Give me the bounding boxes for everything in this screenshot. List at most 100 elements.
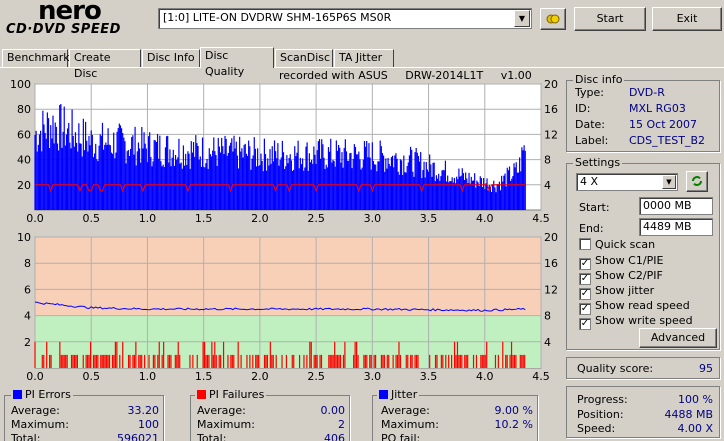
speed-select[interactable]: 4 X ▼ xyxy=(576,173,678,191)
end-field[interactable]: 4489 MB xyxy=(639,218,713,236)
pi-failure-line xyxy=(35,184,526,193)
disc-type-value: DVD-R xyxy=(629,86,665,99)
logo-brand: nero xyxy=(38,0,102,26)
x-tick-label: 1.5 xyxy=(195,370,213,383)
x-tick-label: 0.5 xyxy=(82,370,100,383)
recorded-with-firmware: v1.00 xyxy=(500,69,532,82)
speed-select-value: 4 X xyxy=(580,175,599,188)
x-tick-label: 3.0 xyxy=(364,370,382,383)
position-label: Position: xyxy=(577,408,624,421)
disc-type-label: Type: xyxy=(575,86,604,99)
pi-failures-max-value: 2 xyxy=(338,418,345,431)
jitter-avg-value: 9.00 % xyxy=(494,404,533,417)
pi-failures-avg-label: Average: xyxy=(197,404,246,417)
x-tick-label: 4.5 xyxy=(532,212,550,225)
x-tick-label: 4.0 xyxy=(476,370,494,383)
checkbox-check[interactable]: ✓ xyxy=(579,318,591,330)
jitter-swatch xyxy=(379,390,388,399)
exit-button[interactable]: Exit xyxy=(652,7,722,31)
show-c1-checkbox[interactable]: ✓ Show C1/PIE xyxy=(579,254,663,270)
disc-info-group: Disc info Type: DVD-R ID: MXL RG03 Date:… xyxy=(566,74,720,152)
jitter-chart-x-ticks: 0.0 0.5 1.0 1.5 2.0 2.5 3.0 3.5 4.0 4.5 xyxy=(26,370,550,383)
pi-errors-max-label: Maximum: xyxy=(11,418,69,431)
checkbox-box[interactable] xyxy=(579,238,591,250)
pi-failures-max-label: Maximum: xyxy=(197,418,255,431)
show-write-speed-checkbox[interactable]: ✓ Show write speed xyxy=(579,314,693,330)
settings-group: Settings 4 X ▼ Start: 0000 MB End: 4489 … xyxy=(566,157,720,350)
recorded-with-label: recorded with xyxy=(279,69,355,82)
pi-errors-total-value: 596021 xyxy=(117,432,159,441)
tab-disc-info[interactable]: Disc Info xyxy=(142,49,200,67)
tab-ta-jitter[interactable]: TA Jitter xyxy=(334,49,394,67)
y-left-tick-label: 6 xyxy=(24,283,31,296)
pi-errors-title: PI Errors xyxy=(11,389,73,401)
refresh-drive-button[interactable] xyxy=(540,8,566,30)
show-read-speed-label: Show read speed xyxy=(595,299,690,312)
show-read-speed-checkbox[interactable]: ✓ Show read speed xyxy=(579,299,690,315)
show-write-speed-label: Show write speed xyxy=(595,314,693,327)
x-tick-label: 2.0 xyxy=(251,370,269,383)
jitter-line xyxy=(34,301,526,312)
pi-failure-bars xyxy=(34,341,526,368)
settings-title: Settings xyxy=(573,156,623,169)
tab-disc-quality[interactable]: Disc Quality xyxy=(200,47,274,78)
disc-id-value: MXL RG03 xyxy=(629,102,686,115)
quality-score-box: Quality score: 95 xyxy=(566,357,720,379)
nero-logo: nero CD·DVD SPEED xyxy=(4,0,154,40)
drive-select[interactable]: [1:0] LITE-ON DVDRW SHM-165P6S MS0R ▼ xyxy=(158,8,532,29)
quick-scan-checkbox[interactable]: Quick scan xyxy=(579,238,655,251)
start-field[interactable]: 0000 MB xyxy=(639,197,713,215)
show-c2-label: Show C2/PIF xyxy=(595,269,663,282)
recorded-with-vendor: ASUS xyxy=(358,69,388,82)
jitter-max-value: 10.2 % xyxy=(494,418,533,431)
y-right-tick-label: 16 xyxy=(544,103,558,116)
x-tick-label: 1.0 xyxy=(139,370,157,383)
y-left-tick-label: 100 xyxy=(10,80,31,91)
jitter-high-band xyxy=(35,237,541,315)
refresh-speed-button[interactable] xyxy=(686,171,708,192)
pi-error-bars xyxy=(34,104,526,210)
quality-score-label: Quality score: xyxy=(577,362,654,375)
y-right-tick-label: 20 xyxy=(544,80,558,91)
chevron-down-icon[interactable]: ▼ xyxy=(662,175,676,189)
disc-label-label: Label: xyxy=(575,134,609,147)
pi-chart-y-right-ticks: 4 8 12 16 20 xyxy=(544,80,558,192)
progress-label: Progress: xyxy=(577,393,628,406)
advanced-button[interactable]: Advanced xyxy=(639,328,717,348)
speed-label: Speed: xyxy=(577,422,616,435)
jitter-chart-y-left-ticks: 2 4 6 8 10 xyxy=(17,231,31,349)
checkbox-check[interactable]: ✓ xyxy=(579,303,591,315)
show-c1-label: Show C1/PIE xyxy=(595,254,664,267)
jitter-avg-label: Average: xyxy=(381,404,430,417)
jitter-chart-grid xyxy=(34,236,542,368)
y-left-tick-label: 20 xyxy=(17,179,31,192)
pi-failures-total-value: 406 xyxy=(324,432,345,441)
tab-scandisc[interactable]: ScanDisc xyxy=(275,49,333,67)
x-tick-label: 0.0 xyxy=(26,212,44,225)
drive-refresh-icon xyxy=(546,14,560,24)
y-left-tick-label: 10 xyxy=(17,231,31,244)
y-left-tick-label: 40 xyxy=(17,154,31,167)
pi-chart-y-left-ticks: 20 40 60 80 100 xyxy=(10,80,31,192)
progress-box: Progress: 100 % Position: 4488 MB Speed:… xyxy=(566,386,720,438)
disc-id-label: ID: xyxy=(575,102,591,115)
x-tick-label: 3.5 xyxy=(420,212,438,225)
y-left-tick-label: 8 xyxy=(24,257,31,270)
start-button[interactable]: Start xyxy=(574,7,646,31)
y-left-tick-label: 2 xyxy=(24,336,31,349)
tab-create-disc[interactable]: Create Disc xyxy=(69,49,141,80)
jitter-group: Jitter Average: 9.00 % Maximum: 10.2 % P… xyxy=(372,389,538,441)
checkbox-check[interactable]: ✓ xyxy=(579,288,591,300)
show-c2-checkbox[interactable]: ✓ Show C2/PIF xyxy=(579,269,663,285)
chevron-down-icon[interactable]: ▼ xyxy=(514,10,530,27)
quick-scan-label: Quick scan xyxy=(595,238,656,251)
quality-score-value: 95 xyxy=(699,362,713,375)
disc-date-label: Date: xyxy=(575,118,605,131)
pi-errors-max-value: 100 xyxy=(138,418,159,431)
show-jitter-checkbox[interactable]: ✓ Show jitter xyxy=(579,284,654,300)
checkbox-check[interactable]: ✓ xyxy=(579,273,591,285)
checkbox-check[interactable]: ✓ xyxy=(579,258,591,270)
y-right-tick-label: 12 xyxy=(544,283,558,296)
tab-benchmark[interactable]: Benchmark xyxy=(2,49,70,67)
disc-info-title: Disc info xyxy=(573,73,625,86)
